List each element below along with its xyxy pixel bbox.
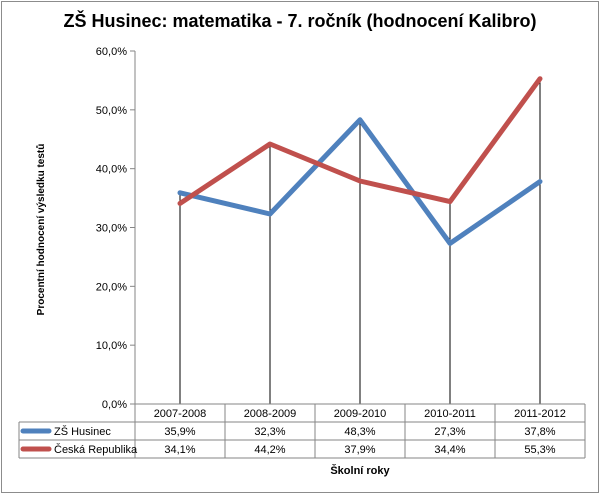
x-category-label: 2007-2008: [154, 408, 207, 420]
x-category-label: 2009-2010: [334, 408, 387, 420]
y-tick-label: 30,0%: [96, 223, 127, 235]
y-tick-label: 0,0%: [102, 399, 127, 411]
data-table-value: 34,4%: [434, 444, 465, 456]
data-table-value: 32,3%: [254, 426, 285, 438]
data-table-value: 35,9%: [164, 426, 195, 438]
legend-label: ZŠ Husinec: [54, 425, 111, 438]
y-tick-label: 40,0%: [96, 164, 127, 176]
x-category-label: 2011-2012: [514, 408, 566, 420]
x-axis-title: Školní roky: [330, 464, 390, 477]
series-line: [177, 117, 543, 246]
data-table-value: 48,3%: [344, 426, 375, 438]
data-table-value: 27,3%: [434, 426, 465, 438]
x-category-label: 2008-2009: [244, 408, 297, 420]
data-table-value: 37,8%: [524, 426, 555, 438]
y-tick-label: 20,0%: [96, 281, 127, 293]
data-table-value: 44,2%: [254, 444, 285, 456]
x-category-label: 2010-2011: [424, 408, 476, 420]
y-tick-label: 10,0%: [96, 340, 127, 352]
chart-title: ZŠ Husinec: matematika - 7. ročník (hodn…: [63, 11, 537, 31]
data-table-value: 34,1%: [164, 444, 195, 456]
series-line: [177, 76, 543, 206]
legend-label: Česká Republika: [54, 443, 138, 456]
y-axis-title: Procentní hodnocení výsledku testů: [35, 144, 47, 316]
y-tick-label: 50,0%: [96, 105, 127, 117]
y-tick-label: 60,0%: [96, 46, 127, 58]
data-table-value: 37,9%: [344, 444, 375, 456]
data-table-value: 55,3%: [524, 444, 555, 456]
